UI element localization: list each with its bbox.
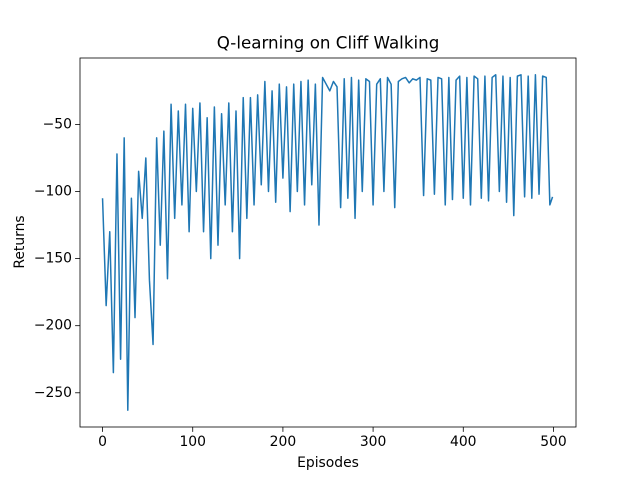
line-series <box>101 74 554 411</box>
y-tick-label: −100 <box>34 184 72 200</box>
plot-frame <box>79 57 577 428</box>
y-tick-label: −200 <box>34 318 72 334</box>
x-tick-label: 200 <box>270 434 297 450</box>
x-tick-label: 500 <box>540 434 567 450</box>
y-tick-label: −250 <box>34 385 72 401</box>
x-tick-label: 400 <box>450 434 477 450</box>
x-tick-label: 100 <box>179 434 206 450</box>
y-tick-label: −50 <box>43 116 72 132</box>
y-axis-label: Returns <box>12 215 28 268</box>
x-axis-label: Episodes <box>297 455 359 471</box>
x-tick-label: 300 <box>360 434 387 450</box>
chart-title: Q-learning on Cliff Walking <box>217 33 440 53</box>
x-tick-label: 0 <box>98 434 107 450</box>
y-tick-label: −150 <box>34 251 72 267</box>
